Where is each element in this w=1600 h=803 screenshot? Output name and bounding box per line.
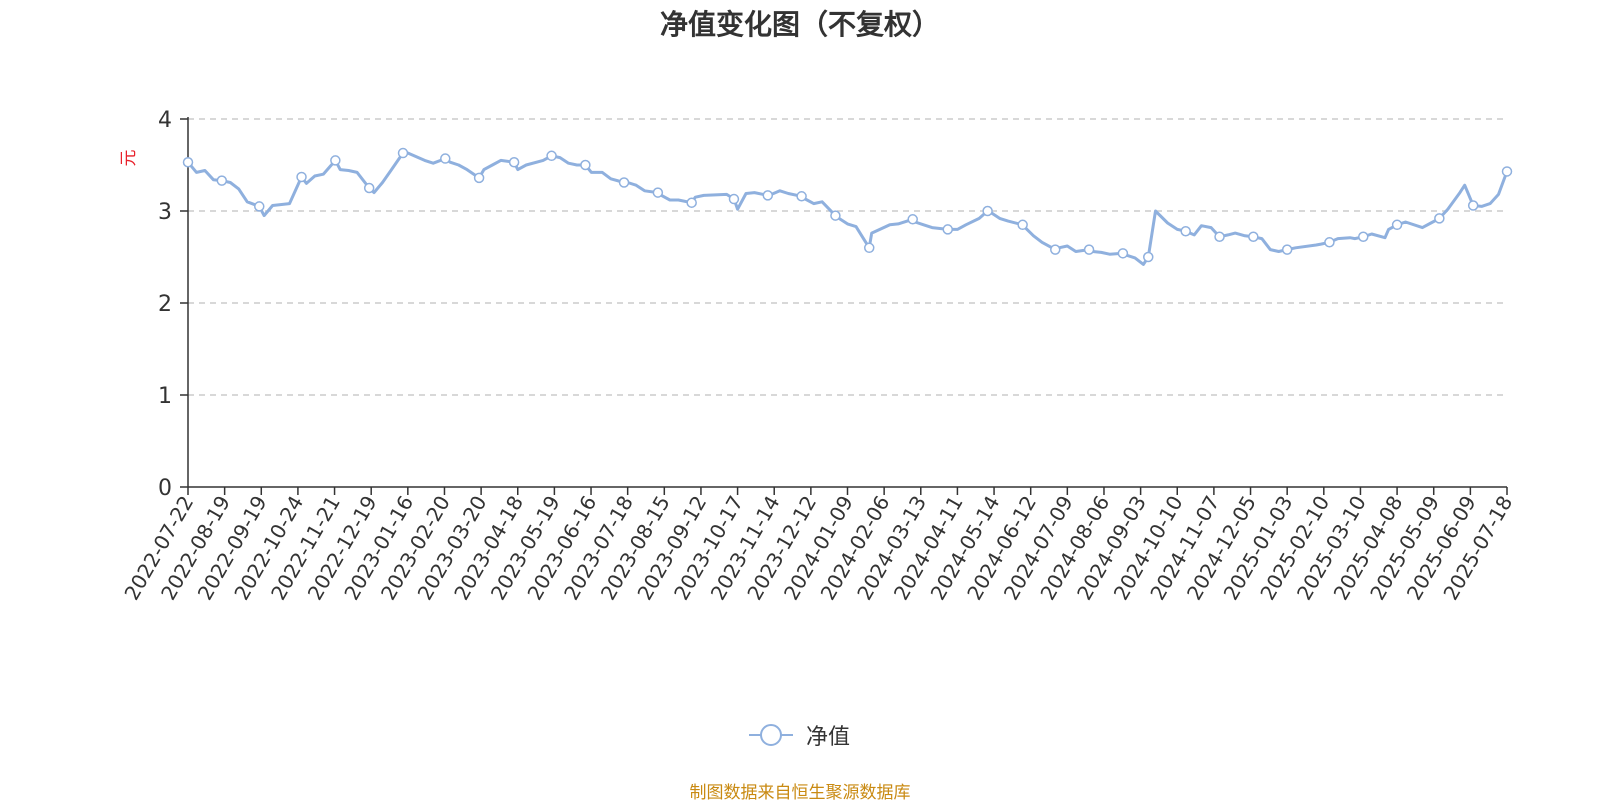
y-tick-label: 2 [158,292,172,317]
data-point[interactable] [863,242,875,254]
data-point[interactable] [1248,231,1259,243]
data-point[interactable] [1214,231,1225,243]
data-point[interactable] [982,205,993,217]
data-point[interactable] [1017,219,1028,231]
data-point[interactable] [1281,244,1293,255]
source-note: 制图数据来自恒生聚源数据库 [689,783,911,803]
data-point[interactable] [762,190,774,201]
y-axis-label: 元 [119,150,139,167]
y-tick-label: 1 [158,384,172,409]
axes: 01234元2022-07-222022-08-192022-09-192022… [119,108,1517,604]
data-point[interactable] [652,187,664,198]
series-line [186,151,1509,266]
data-point[interactable] [508,156,520,168]
data-point[interactable] [830,210,841,221]
data-point[interactable] [618,177,630,188]
data-point[interactable] [1143,251,1154,263]
series-line-layer [186,151,1509,266]
legend-line-marker-icon [749,724,793,746]
chart-title: 净值变化图（不复权） [659,8,940,41]
data-point[interactable] [182,156,194,168]
data-point[interactable] [686,197,697,208]
y-tick-label: 3 [158,200,172,225]
grid-lines [188,118,1507,396]
data-point[interactable] [216,175,228,186]
legend-label: 净值 [806,725,851,750]
data-point[interactable] [296,171,307,183]
data-point[interactable] [728,193,740,205]
data-point[interactable] [1434,213,1445,224]
data-point[interactable] [330,155,341,166]
data-point[interactable] [1050,244,1061,255]
legend[interactable]: 净值 [748,720,850,750]
data-point[interactable] [1324,237,1335,248]
data-point[interactable] [1180,225,1191,237]
data-point[interactable] [1083,244,1095,255]
data-point[interactable] [397,147,409,159]
data-point[interactable] [440,153,451,164]
y-tick-label: 0 [158,476,172,501]
data-point[interactable] [580,159,591,171]
data-point[interactable] [1467,200,1479,211]
series-points [182,147,1513,263]
y-tick-label: 4 [158,108,172,133]
data-point[interactable] [363,182,375,194]
data-point[interactable] [1501,166,1513,177]
data-point[interactable] [796,191,807,202]
data-point[interactable] [254,201,265,212]
data-point[interactable] [546,150,557,162]
data-point[interactable] [1358,231,1369,243]
data-point[interactable] [907,214,918,225]
data-point[interactable] [1391,219,1403,231]
data-point[interactable] [473,172,485,184]
data-point[interactable] [1117,248,1129,259]
data-point[interactable] [942,224,954,235]
